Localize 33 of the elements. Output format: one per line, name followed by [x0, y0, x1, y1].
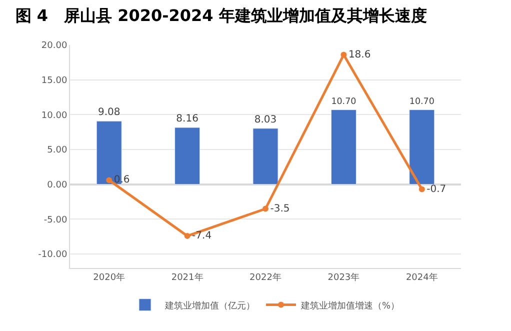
x-tick-label: 2020年	[93, 272, 126, 283]
data-label: 18.6	[348, 49, 371, 60]
y-tick-label: 10.00	[41, 110, 68, 121]
bar	[409, 110, 435, 185]
x-tick-label: 2024年	[406, 272, 438, 283]
data-label: -3.5	[270, 203, 290, 214]
bar	[174, 127, 200, 185]
y-tick-label: 20.00	[41, 41, 68, 52]
bar	[330, 110, 356, 185]
point	[340, 52, 347, 58]
data-label: 9.08	[98, 107, 120, 118]
chart-title: 图 4 屏山县 2020-2024 年建筑业增加值及其增长速度	[15, 6, 427, 26]
data-label: 10.70	[331, 97, 356, 108]
data-label: 8.03	[254, 114, 277, 126]
data-label: -0.7	[426, 184, 446, 195]
y-tick-label: 5.00	[47, 146, 68, 156]
legend-label: 建筑业增加值增速（%）	[300, 300, 400, 312]
y-tick-label: -10.00	[38, 250, 68, 260]
x-tick-label: 2021年	[171, 272, 204, 283]
point	[262, 206, 268, 212]
legend-label: 建筑业增加值（亿元）	[164, 300, 255, 312]
point	[106, 177, 112, 184]
y-tick-label: 15.00	[41, 76, 68, 86]
data-label: 8.16	[176, 114, 198, 125]
data-label: -7.4	[192, 230, 212, 242]
data-label: 10.70	[409, 97, 434, 108]
x-tick-label: 2023年	[328, 272, 360, 283]
y-tick-label: 0.00	[47, 180, 68, 191]
x-tick-label: 2022年	[250, 272, 282, 283]
point	[418, 186, 425, 192]
bar	[252, 128, 278, 185]
point	[184, 232, 190, 239]
y-tick-label: -5.00	[44, 215, 68, 226]
